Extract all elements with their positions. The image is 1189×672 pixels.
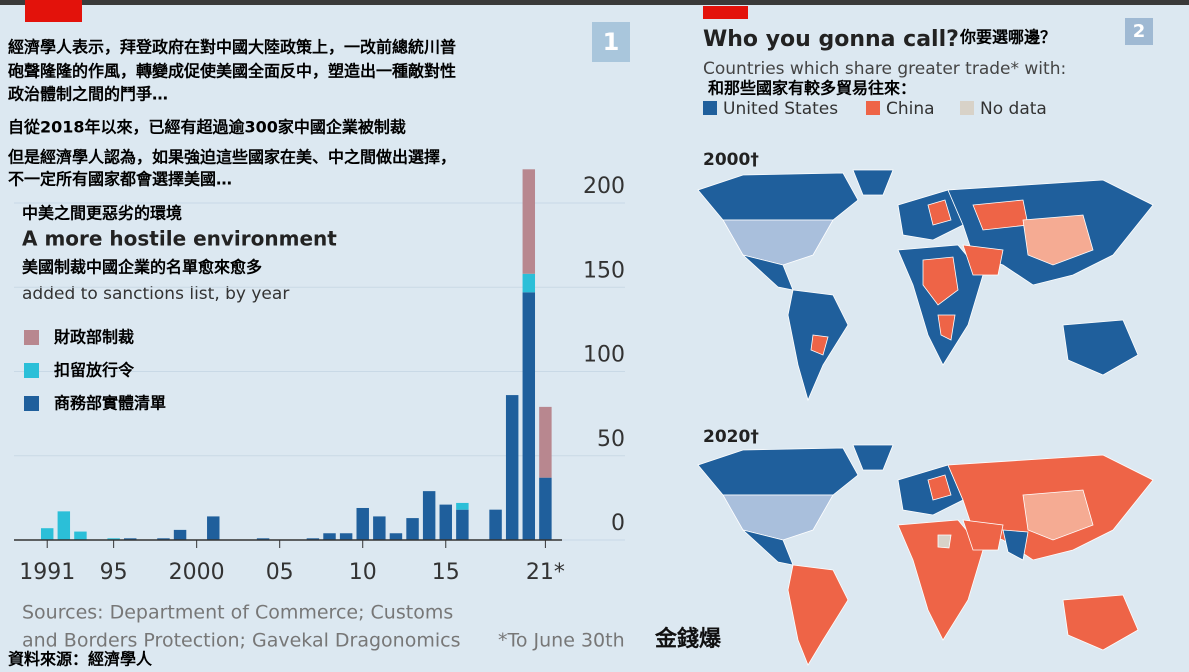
y-tick-label: 150 — [583, 258, 625, 283]
y-tick-label: 50 — [597, 427, 625, 452]
legend-label: 扣留放行令 — [54, 361, 135, 380]
bar-segment — [439, 504, 452, 540]
legend-label: 商務部實體清單 — [54, 394, 166, 413]
x-tick-label: 15 — [432, 560, 460, 585]
x-tick-label: 21* — [526, 560, 565, 585]
x-tick-label: 95 — [100, 560, 128, 585]
red-tag — [25, 0, 82, 22]
legend-label: No data — [980, 99, 1047, 119]
top-strip — [0, 0, 1189, 5]
y-tick-label: 200 — [583, 174, 625, 199]
bar-segment — [522, 292, 536, 540]
footnote: *To June 30th — [498, 630, 625, 652]
legend-swatch — [960, 101, 974, 115]
chart-title: A more hostile environment — [22, 227, 337, 251]
bar-segment — [339, 533, 353, 540]
legend-swatch — [24, 363, 39, 378]
bar-segment — [40, 528, 54, 540]
badge — [1125, 18, 1153, 45]
headline-line: 政治體制之間的鬥爭… — [8, 85, 168, 104]
y-tick-label: 0 — [611, 511, 625, 536]
bar-segment — [356, 507, 369, 540]
chart-subtitle-zh: 美國制裁中國企業的名單愈來愈多 — [22, 258, 262, 277]
bar-segment — [207, 516, 220, 540]
legend-label: China — [886, 99, 935, 119]
bar-segment — [306, 538, 320, 540]
x-tick-label: 10 — [349, 560, 377, 585]
y-tick-label: 100 — [583, 343, 625, 368]
bar-segment — [539, 406, 552, 478]
bar-segment — [323, 533, 336, 540]
chart-title-zh: 中美之間更惡劣的環境 — [22, 204, 182, 223]
source-zh: 資料來源：經濟學人 — [8, 650, 153, 669]
bar-segment — [57, 511, 71, 540]
map-label: 2000† — [703, 150, 759, 170]
map-label: 2020† — [703, 427, 759, 447]
bar-segment — [422, 491, 436, 540]
chart-subtitle: added to sanctions list, by year — [22, 284, 289, 304]
world-map-2000 — [697, 169, 1154, 402]
bar-segment — [157, 538, 170, 540]
source: Sources: Department of Commerce; Customs — [22, 602, 453, 624]
bar-segment — [456, 502, 469, 510]
bar-segment — [489, 509, 502, 540]
legend-label: United States — [723, 99, 838, 119]
legend-swatch — [703, 101, 717, 115]
bar-segment — [522, 169, 536, 274]
badge-text: 1 — [603, 28, 620, 56]
bar-segment — [505, 395, 519, 540]
headline-line: 砲聲隆隆的作風，轉變成促使美國全面反中，塑造出一種敵對性 — [8, 62, 456, 81]
world-map-2020 — [697, 444, 1154, 666]
legend-label: 財政部制裁 — [54, 328, 134, 347]
red-tag — [703, 6, 748, 19]
bar-segment — [373, 516, 386, 540]
legend-swatch — [24, 330, 39, 345]
maps-subtitle-zh: 和那些國家有較多貿易往來： — [708, 79, 916, 98]
x-tick-label: 1991 — [19, 560, 75, 585]
legend-swatch — [24, 396, 39, 411]
bar-segment — [256, 538, 270, 540]
watermark: 金錢爆 — [654, 626, 722, 652]
x-tick-label: 2000 — [169, 560, 225, 585]
x-tick-label: 05 — [266, 560, 294, 585]
maps-title: Who you gonna call? — [703, 27, 959, 52]
headline-line: 自從2018年以來，已經有超過逾300家中國企業被制裁 — [8, 118, 406, 137]
headline-line: 不一定所有國家都會選擇美國… — [8, 170, 232, 189]
bar-segment — [406, 518, 419, 540]
source: and Borders Protection; Gavekal Dragonom… — [22, 630, 460, 652]
bar-segment — [456, 509, 469, 540]
bar-segment — [107, 538, 120, 540]
bar-segment — [522, 273, 536, 293]
legend-swatch — [866, 101, 880, 115]
bar-segment — [124, 538, 137, 540]
badge — [592, 22, 630, 62]
bar-segment — [74, 531, 87, 540]
bar-segment — [389, 533, 403, 540]
headline-line: 經濟學人表示，拜登政府在對中國大陸政策上，一改前總統川普 — [8, 38, 456, 57]
maps-subtitle: Countries which share greater trade* wit… — [703, 59, 1066, 79]
bar-segment — [539, 477, 552, 540]
badge-text: 2 — [1133, 21, 1146, 42]
headline-line: 但是經濟學人認為，如果強迫這些國家在美、中之間做出選擇， — [8, 148, 456, 167]
bar-segment — [173, 529, 187, 540]
headline: 經濟學人表示，拜登政府在對中國大陸政策上，一改前總統川普砲聲隆隆的作風，轉變成促… — [8, 38, 456, 189]
maps-title-zh: 你要選哪邊？ — [959, 28, 1056, 47]
